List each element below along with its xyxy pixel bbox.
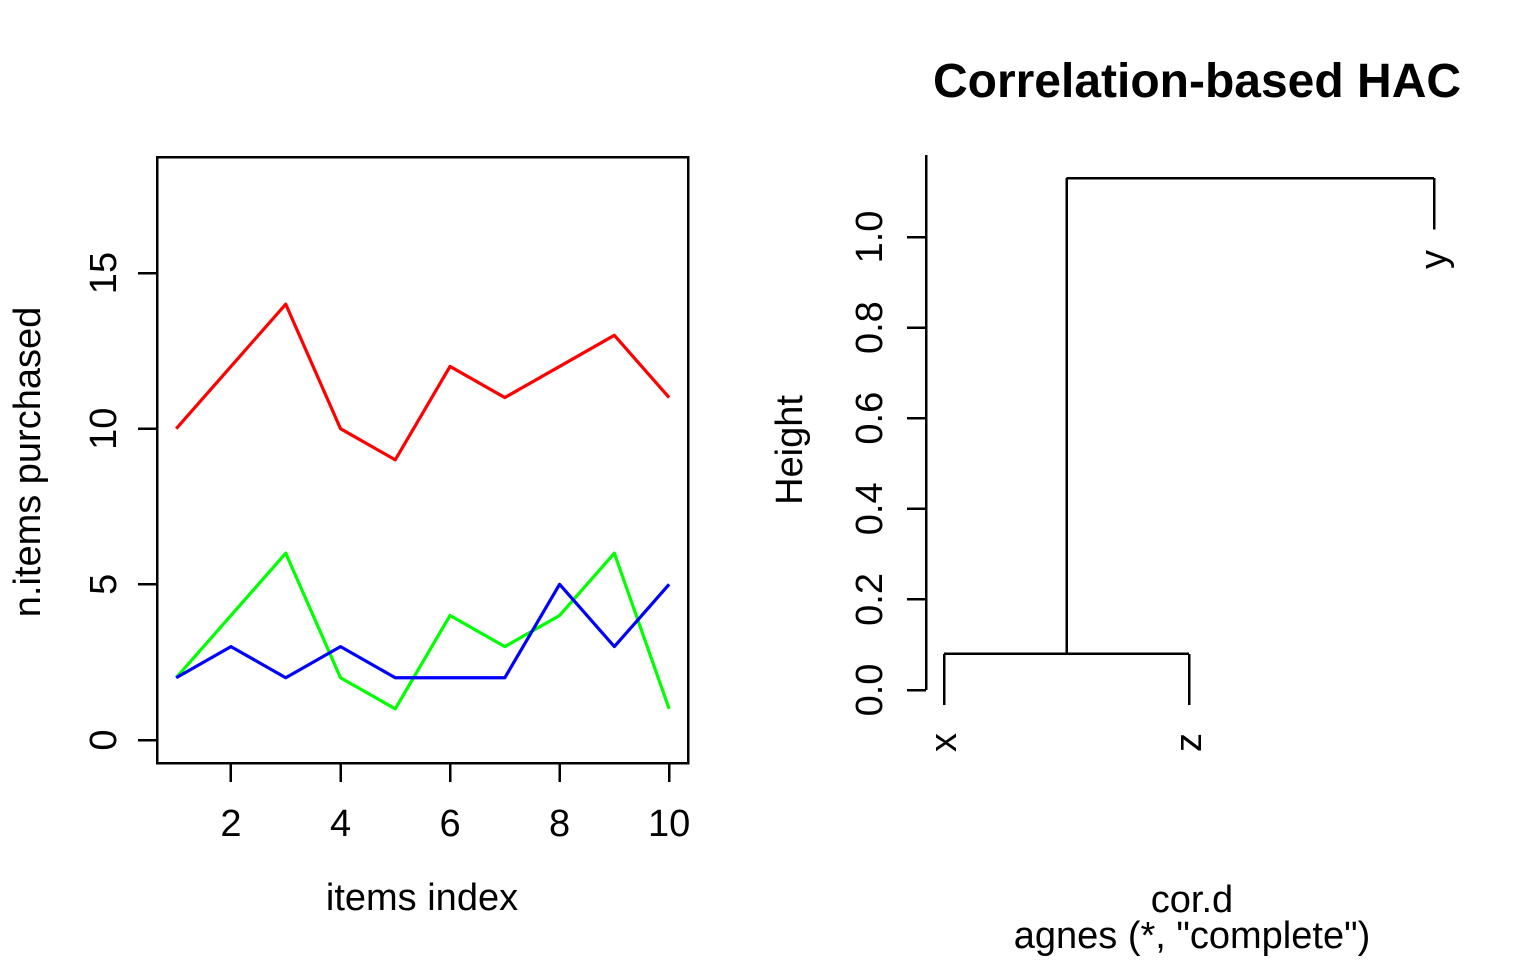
- leaf-label-y: y: [1413, 250, 1455, 269]
- y-tick-label: 0: [83, 729, 125, 750]
- x-tick-label: 6: [439, 803, 460, 845]
- line-chart: 2 4 6 8 10 0 5 10 15 items index n.items purcha…: [7, 155, 690, 919]
- y-tick-label: 10: [83, 408, 125, 450]
- dendrogram-branches: [942, 176, 1436, 705]
- y-tick-label: 0.2: [849, 573, 891, 626]
- x-tick-label: 2: [220, 803, 241, 845]
- leaf-label-x: x: [923, 733, 965, 752]
- y-tick-label: 0.0: [849, 664, 891, 717]
- leaf-label-z: z: [1168, 733, 1210, 752]
- chart-title: Correlation-based HAC: [933, 55, 1461, 108]
- y-tick-label: 1.0: [849, 211, 891, 264]
- plot-box: [155, 155, 690, 765]
- x-axis-label: cor.d: [1151, 879, 1233, 921]
- line-series-3-blue: [175, 582, 671, 680]
- y-tick-label: 15: [83, 252, 125, 294]
- y-axis-ticks: 0 5 10 15: [83, 252, 157, 751]
- y-tick-label: 0.8: [849, 301, 891, 354]
- x-axis-ticks: 2 4 6 8 10: [220, 763, 690, 845]
- x-tick-label: 10: [648, 803, 690, 845]
- y-tick-label: 0.4: [849, 482, 891, 535]
- y-axis-ticks: 0.0 0.2 0.4 0.6 0.8 1.0: [849, 211, 926, 717]
- y-tick-label: 5: [83, 574, 125, 595]
- dendrogram-chart: Correlation-based HAC 0.0 0.2 0.4 0.6 0.8 1.0…: [769, 55, 1461, 957]
- series-lines: [174, 302, 671, 711]
- y-tick-label: 0.6: [849, 392, 891, 445]
- y-axis-label: Height: [769, 395, 811, 505]
- x-axis-label: items index: [326, 877, 518, 919]
- y-axis-label: n.items purchased: [7, 307, 49, 618]
- x-axis-sublabel: agnes (*, "complete"): [1014, 915, 1370, 957]
- line-series-1-red: [174, 302, 671, 462]
- x-tick-label: 8: [549, 803, 570, 845]
- x-tick-label: 4: [330, 803, 351, 845]
- line-series-2-green: [174, 551, 671, 711]
